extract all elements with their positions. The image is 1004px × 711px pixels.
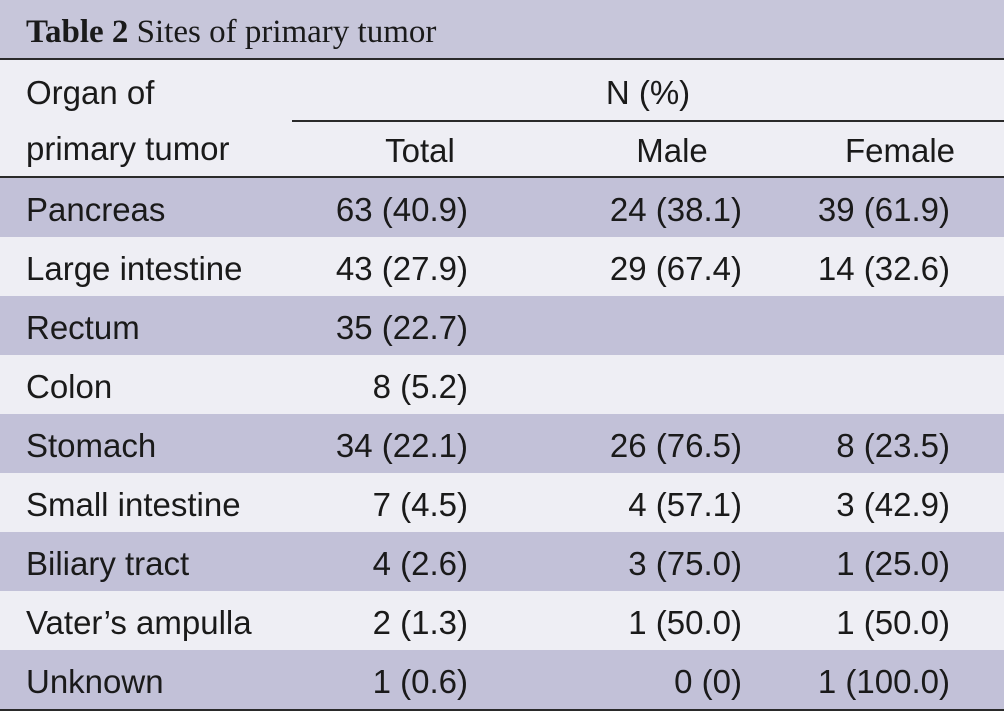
cell-total: 7 (4.5): [372, 486, 468, 523]
cell-total: 43 (27.9): [335, 250, 468, 287]
table-header: Organ of primary tumor N (%) Total Male …: [0, 60, 1004, 176]
cell-male: 29 (67.4): [609, 250, 742, 287]
cell-male: 1 (50.0): [628, 604, 742, 641]
header-n-percent: N (%): [605, 74, 691, 111]
table-row: Biliary tract 4 (2.6) 3 (75.0) 1 (25.0): [0, 532, 1004, 591]
table-number: Table 2: [26, 14, 129, 50]
cell-total: 35 (22.7): [335, 309, 468, 346]
table-body: Pancreas 63 (40.9) 24 (38.1) 39 (61.9) L…: [0, 178, 1004, 709]
header-subrule: [292, 120, 1004, 122]
cell-male: 4 (57.1): [628, 486, 742, 523]
cell-total: 34 (22.1): [335, 427, 468, 464]
header-organ-line2: primary tumor: [26, 130, 230, 167]
table-row: Colon 8 (5.2): [0, 355, 1004, 414]
cell-male: 26 (76.5): [609, 427, 742, 464]
cell-organ: Colon: [26, 368, 113, 405]
cell-female: 3 (42.9): [836, 486, 950, 523]
cell-total: 8 (5.2): [372, 368, 468, 405]
table-row: Small intestine 7 (4.5) 4 (57.1) 3 (42.9…: [0, 473, 1004, 532]
header-male: Male: [636, 132, 708, 169]
table-row: Large intestine 43 (27.9) 29 (67.4) 14 (…: [0, 237, 1004, 296]
table-row: Rectum 35 (22.7): [0, 296, 1004, 355]
table-caption: Table 2 Sites of primary tumor: [0, 0, 1004, 58]
cell-organ: Pancreas: [26, 191, 166, 228]
cell-male: 3 (75.0): [628, 545, 742, 582]
cell-female: 14 (32.6): [817, 250, 950, 287]
table-title: Sites of primary tumor: [136, 14, 437, 50]
cell-organ: Vater’s ampulla: [26, 604, 252, 641]
cell-female: 39 (61.9): [817, 191, 950, 228]
cell-organ: Stomach: [26, 427, 157, 464]
table-row: Vater’s ampulla 2 (1.3) 1 (50.0) 1 (50.0…: [0, 591, 1004, 650]
top-rule: [0, 58, 1004, 60]
cell-organ: Large intestine: [26, 250, 243, 287]
cell-total: 2 (1.3): [372, 604, 468, 641]
table-row: Unknown 1 (0.6) 0 (0) 1 (100.0): [0, 650, 1004, 709]
cell-organ: Biliary tract: [26, 545, 190, 582]
table-row: Stomach 34 (22.1) 26 (76.5) 8 (23.5): [0, 414, 1004, 473]
cell-organ: Rectum: [26, 309, 140, 346]
cell-female: 1 (100.0): [817, 663, 950, 700]
header-rule: [0, 176, 1004, 178]
cell-organ: Unknown: [26, 663, 164, 700]
table-row: Pancreas 63 (40.9) 24 (38.1) 39 (61.9): [0, 178, 1004, 237]
cell-organ: Small intestine: [26, 486, 241, 523]
cell-male: 0 (0): [674, 663, 742, 700]
cell-total: 4 (2.6): [372, 545, 468, 582]
cell-male: 24 (38.1): [609, 191, 742, 228]
cell-total: 63 (40.9): [335, 191, 468, 228]
cell-female: 1 (25.0): [836, 545, 950, 582]
header-total: Total: [385, 132, 455, 169]
cell-female: 8 (23.5): [836, 427, 950, 464]
header-organ-line1: Organ of: [26, 74, 155, 111]
header-female: Female: [844, 132, 956, 169]
cell-total: 1 (0.6): [372, 663, 468, 700]
cell-female: 1 (50.0): [836, 604, 950, 641]
